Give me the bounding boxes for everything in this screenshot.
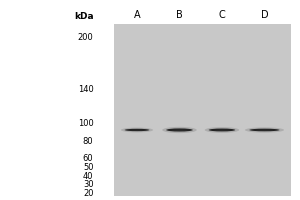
Ellipse shape <box>124 129 149 131</box>
Text: 40: 40 <box>83 172 94 181</box>
Text: 60: 60 <box>83 154 94 163</box>
Text: C: C <box>219 10 225 20</box>
Text: 50: 50 <box>83 163 94 172</box>
Ellipse shape <box>166 128 193 132</box>
Ellipse shape <box>255 130 274 131</box>
Ellipse shape <box>162 127 197 133</box>
Text: B: B <box>176 10 183 20</box>
Ellipse shape <box>172 130 188 131</box>
Text: 20: 20 <box>83 189 94 198</box>
Text: D: D <box>261 10 268 20</box>
Ellipse shape <box>214 130 230 131</box>
Ellipse shape <box>209 129 235 131</box>
Ellipse shape <box>245 127 284 133</box>
Ellipse shape <box>205 127 239 133</box>
Text: 80: 80 <box>83 137 94 146</box>
Text: A: A <box>134 10 140 20</box>
Ellipse shape <box>121 128 153 132</box>
Text: 140: 140 <box>78 85 94 94</box>
Ellipse shape <box>130 130 144 131</box>
Text: kDa: kDa <box>74 12 94 21</box>
Text: 100: 100 <box>78 119 94 128</box>
Text: 200: 200 <box>78 33 94 42</box>
Text: 30: 30 <box>83 180 94 189</box>
Ellipse shape <box>249 129 280 131</box>
